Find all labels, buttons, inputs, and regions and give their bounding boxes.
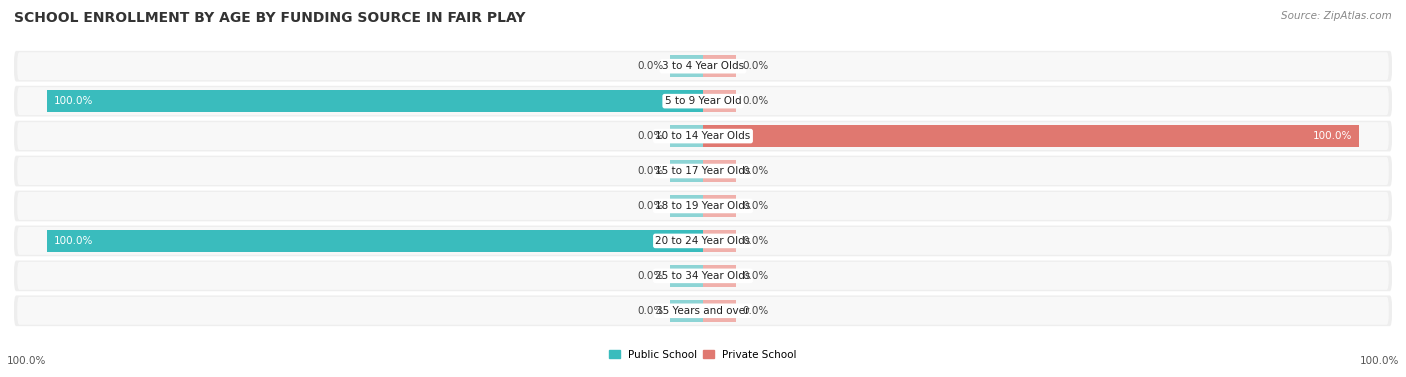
Bar <box>703 55 735 77</box>
Bar <box>703 230 735 252</box>
FancyBboxPatch shape <box>14 121 1392 152</box>
Bar <box>46 90 703 112</box>
Bar <box>671 55 703 77</box>
FancyBboxPatch shape <box>17 227 1389 255</box>
Text: 35 Years and over: 35 Years and over <box>657 306 749 316</box>
Text: 0.0%: 0.0% <box>637 131 664 141</box>
FancyBboxPatch shape <box>17 52 1389 80</box>
FancyBboxPatch shape <box>14 51 1392 81</box>
Bar <box>703 90 735 112</box>
Text: 5 to 9 Year Old: 5 to 9 Year Old <box>665 96 741 106</box>
Text: 0.0%: 0.0% <box>742 201 769 211</box>
Bar <box>671 195 703 217</box>
Bar <box>671 125 703 147</box>
Text: 10 to 14 Year Olds: 10 to 14 Year Olds <box>655 131 751 141</box>
Bar <box>46 230 703 252</box>
FancyBboxPatch shape <box>17 262 1389 290</box>
FancyBboxPatch shape <box>14 191 1392 221</box>
Text: 15 to 17 Year Olds: 15 to 17 Year Olds <box>655 166 751 176</box>
Text: 0.0%: 0.0% <box>742 236 769 246</box>
FancyBboxPatch shape <box>17 192 1389 220</box>
Bar <box>703 265 735 287</box>
Text: 0.0%: 0.0% <box>637 201 664 211</box>
Text: 20 to 24 Year Olds: 20 to 24 Year Olds <box>655 236 751 246</box>
Text: 0.0%: 0.0% <box>637 306 664 316</box>
Text: SCHOOL ENROLLMENT BY AGE BY FUNDING SOURCE IN FAIR PLAY: SCHOOL ENROLLMENT BY AGE BY FUNDING SOUR… <box>14 11 526 25</box>
Text: 0.0%: 0.0% <box>637 271 664 281</box>
Bar <box>671 265 703 287</box>
Text: 100.0%: 100.0% <box>1360 356 1399 366</box>
FancyBboxPatch shape <box>17 157 1389 185</box>
Text: 0.0%: 0.0% <box>742 166 769 176</box>
Text: Source: ZipAtlas.com: Source: ZipAtlas.com <box>1281 11 1392 21</box>
Text: 0.0%: 0.0% <box>637 166 664 176</box>
Bar <box>671 160 703 182</box>
Bar <box>703 160 735 182</box>
Text: 3 to 4 Year Olds: 3 to 4 Year Olds <box>662 61 744 71</box>
FancyBboxPatch shape <box>17 122 1389 150</box>
FancyBboxPatch shape <box>17 87 1389 115</box>
FancyBboxPatch shape <box>14 225 1392 256</box>
Bar <box>703 125 1360 147</box>
FancyBboxPatch shape <box>14 86 1392 116</box>
Text: 100.0%: 100.0% <box>1313 131 1353 141</box>
FancyBboxPatch shape <box>14 296 1392 326</box>
Text: 25 to 34 Year Olds: 25 to 34 Year Olds <box>655 271 751 281</box>
Bar <box>703 300 735 322</box>
Text: 0.0%: 0.0% <box>742 306 769 316</box>
Text: 18 to 19 Year Olds: 18 to 19 Year Olds <box>655 201 751 211</box>
Text: 0.0%: 0.0% <box>742 96 769 106</box>
Text: 100.0%: 100.0% <box>53 236 93 246</box>
Text: 0.0%: 0.0% <box>742 271 769 281</box>
FancyBboxPatch shape <box>17 297 1389 325</box>
FancyBboxPatch shape <box>14 156 1392 186</box>
Legend: Public School, Private School: Public School, Private School <box>605 345 801 364</box>
Text: 0.0%: 0.0% <box>637 61 664 71</box>
Text: 0.0%: 0.0% <box>742 61 769 71</box>
Bar <box>671 300 703 322</box>
FancyBboxPatch shape <box>14 261 1392 291</box>
Text: 100.0%: 100.0% <box>7 356 46 366</box>
Bar <box>703 195 735 217</box>
Text: 100.0%: 100.0% <box>53 96 93 106</box>
